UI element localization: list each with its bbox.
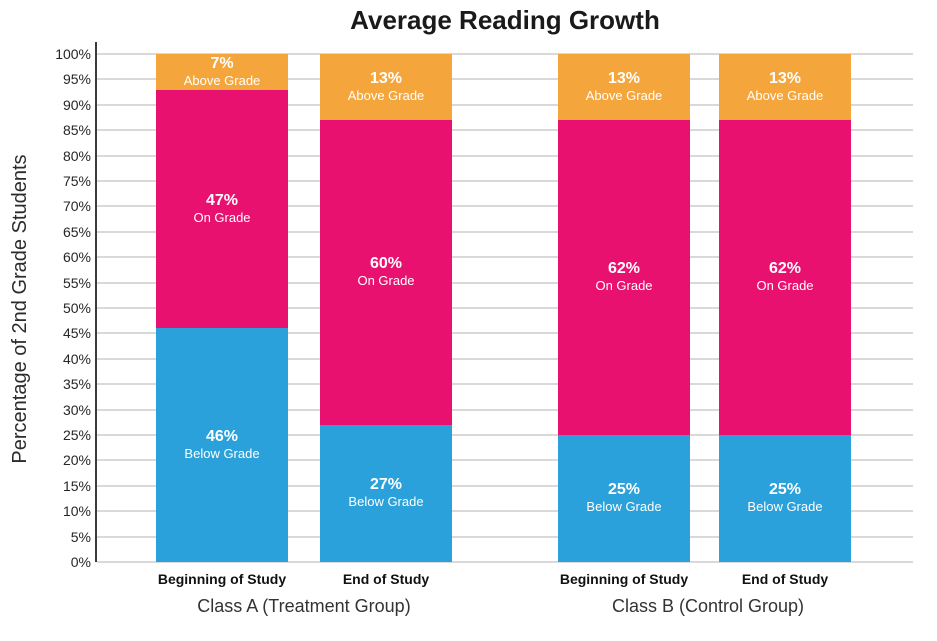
segment-value-label: 46%: [205, 428, 239, 446]
segment-value-label: 13%: [607, 69, 641, 87]
segment-series-label: Below Grade: [184, 445, 260, 461]
y-axis-tick-label: 5%: [70, 528, 91, 545]
gridline: [97, 281, 913, 284]
segment-series-label: Above Grade: [746, 87, 824, 103]
y-axis-tick-label: 25%: [62, 427, 91, 443]
bar-segment: 7% Above Grade: [156, 54, 288, 90]
y-axis-tick-label: 55%: [62, 274, 91, 291]
gridline: [97, 307, 913, 309]
bar-segment: 13% Above Grade: [320, 54, 452, 121]
bar-segment: 25% Below Grade: [719, 435, 851, 562]
gridline: [97, 535, 913, 538]
gridline: [97, 332, 913, 335]
y-axis-tick-label: 75%: [62, 173, 91, 189]
gridline: [97, 230, 913, 233]
gridline: [97, 103, 913, 106]
segment-value-label: 25%: [607, 481, 641, 499]
gridline: [97, 383, 913, 386]
bar-segment: 25% Below Grade: [558, 435, 690, 562]
segment-value-label: 62%: [607, 260, 641, 278]
segment-value-label: 13%: [768, 69, 802, 87]
y-axis-tick-label: 65%: [62, 223, 91, 240]
gridline: [97, 484, 913, 487]
segment-value-label: 25%: [768, 481, 802, 499]
stacked-bar: 25% Below Grade 62% On Grade 13% Above Grade: [719, 54, 851, 562]
y-axis-tick-label: 35%: [62, 376, 91, 393]
y-axis-tick-label: 40%: [62, 350, 91, 367]
segment-series-label: On Grade: [193, 209, 251, 225]
gridline: [97, 256, 913, 259]
gridline: [97, 434, 913, 436]
stacked-bar: 27% Below Grade 60% On Grade 13% Above Grade: [320, 54, 452, 562]
stacked-bar: 25% Below Grade 62% On Grade 13% Above Grade: [558, 54, 690, 562]
segment-series-label: Below Grade: [747, 499, 823, 515]
gridline: [97, 561, 913, 563]
segment-series-label: On Grade: [357, 273, 415, 289]
segment-series-label: Above Grade: [585, 87, 663, 103]
y-axis-tick-label: 95%: [62, 71, 91, 88]
gridline: [97, 510, 913, 513]
y-axis-line: [95, 42, 97, 562]
bar-segment: 13% Above Grade: [558, 54, 690, 121]
x-axis-group-label: Class B (Control Group): [611, 596, 805, 616]
y-axis-tick-label: 10%: [62, 503, 91, 520]
segment-value-label: 13%: [369, 69, 403, 87]
segment-value-label: 47%: [205, 191, 239, 209]
segment-series-label: Below Grade: [586, 499, 662, 515]
gridline: [97, 129, 913, 132]
y-axis-tick-label: 50%: [62, 300, 91, 316]
segment-series-label: Below Grade: [348, 494, 424, 510]
gridline: [97, 78, 913, 81]
x-axis-group-label: Class A (Treatment Group): [197, 596, 411, 616]
x-axis-category-label: Beginning of Study: [559, 571, 689, 587]
y-axis-tick-label: 70%: [62, 198, 91, 215]
segment-value-label: 27%: [369, 476, 403, 494]
segment-value-label: 7%: [210, 54, 234, 72]
y-axis-tick-label: 85%: [62, 122, 91, 139]
y-axis-tick-label: 80%: [62, 147, 91, 164]
y-axis-tick-label: 30%: [62, 401, 91, 418]
bar-segment: 47% On Grade: [156, 89, 288, 329]
segment-series-label: Above Grade: [347, 87, 425, 103]
stacked-bar: 46% Below Grade 47% On Grade 7% Above Grade: [156, 54, 288, 562]
gridline: [97, 154, 913, 157]
segment-value-label: 62%: [768, 260, 802, 278]
plot-area: 46% Below Grade 47% On Grade 7% Above Grade 27…: [97, 53, 913, 563]
chart-title: Average Reading Growth: [350, 5, 660, 35]
segment-value-label: 60%: [369, 255, 403, 273]
segment-series-label: On Grade: [756, 278, 814, 294]
bar-segment: 60% On Grade: [320, 120, 452, 425]
gridline: [97, 357, 913, 360]
segment-series-label: On Grade: [595, 278, 653, 294]
segment-series-label: Above Grade: [183, 72, 261, 88]
bar-segment: 13% Above Grade: [719, 54, 851, 121]
gridline: [97, 180, 913, 182]
y-axis-tick-label: 20%: [62, 452, 91, 469]
y-axis-tick-label: 100%: [55, 46, 91, 62]
gridline: [97, 408, 913, 411]
bar-segment: 27% Below Grade: [320, 424, 452, 562]
y-axis-tick-label: 0%: [70, 554, 91, 570]
x-axis-category-label: End of Study: [342, 571, 430, 587]
gridline: [97, 205, 913, 208]
x-axis-category-label: End of Study: [741, 571, 829, 587]
gridline: [97, 53, 913, 55]
bar-segment: 46% Below Grade: [156, 328, 288, 562]
bar-segment: 62% On Grade: [558, 120, 690, 435]
y-axis-tick-label: 90%: [62, 96, 91, 113]
x-axis-category-label: Beginning of Study: [157, 571, 287, 587]
y-axis-tick-label: 45%: [62, 325, 91, 342]
y-axis-tick-label: 15%: [62, 477, 91, 494]
gridline: [97, 459, 913, 462]
bar-segment: 62% On Grade: [719, 120, 851, 435]
y-axis-tick-label: 60%: [62, 249, 91, 266]
